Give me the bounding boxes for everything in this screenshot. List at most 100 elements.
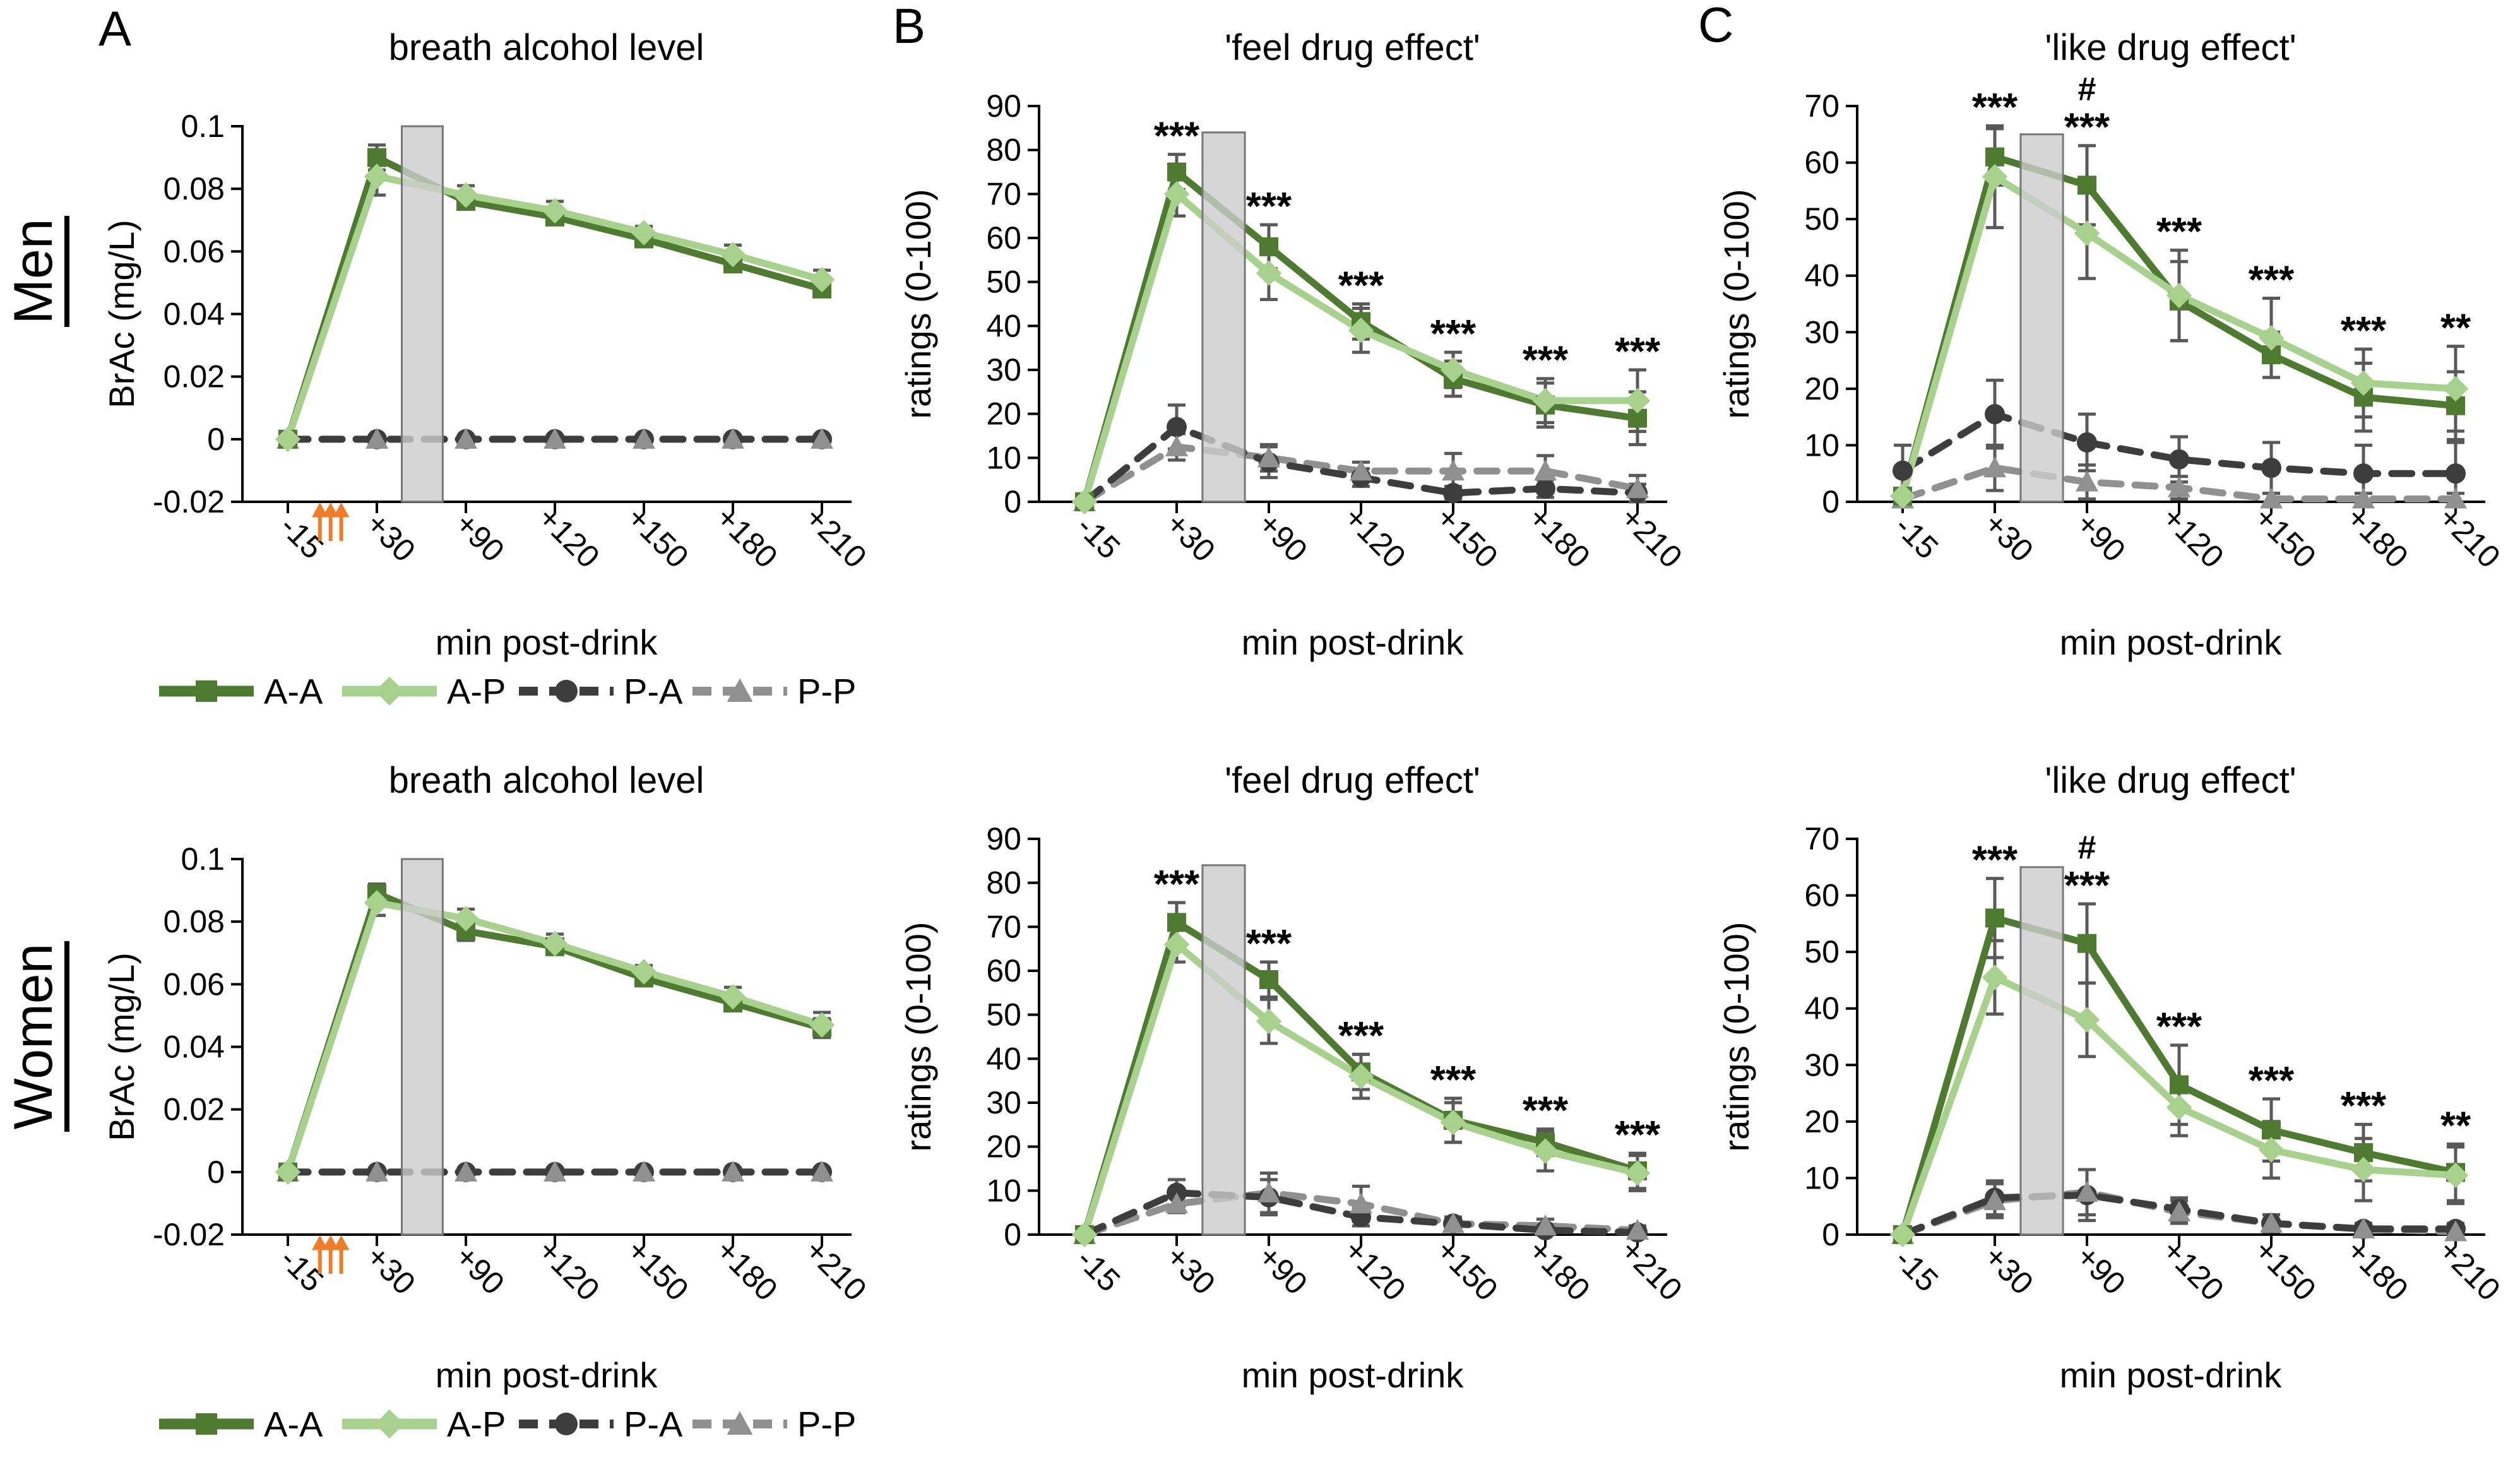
y-tick-label: 30 <box>986 1085 1021 1120</box>
y-tick-label: 0.02 <box>163 1092 225 1127</box>
x-tick-label: +180 <box>2339 499 2415 574</box>
sig-stars: *** <box>1972 838 2018 882</box>
y-tick-label: 0.1 <box>181 841 225 877</box>
series-markers-A-P <box>1071 181 1651 515</box>
marker-P-P <box>2168 476 2190 497</box>
marker-P-A <box>2446 463 2466 484</box>
series-markers-A-P <box>1889 163 2469 509</box>
panel-letter-b: B <box>893 0 926 54</box>
marker-P-A <box>1167 417 1187 437</box>
y-tick-label: -0.02 <box>153 484 225 519</box>
x-tick-label: -15 <box>1888 509 1946 566</box>
marker-A-P <box>1982 163 2008 190</box>
marker-A-P <box>631 959 657 985</box>
dosing-shade-region <box>400 858 444 1236</box>
sig-stars: ** <box>2440 1104 2471 1148</box>
marker-A-P <box>1532 388 1559 414</box>
marker-P-P <box>811 1160 833 1182</box>
chart-title: 'feel drug effect' <box>1225 760 1480 801</box>
y-tick-label: 90 <box>986 88 1021 124</box>
y-tick-label: 0 <box>207 1154 225 1190</box>
series-markers-A-P <box>1889 964 2469 1248</box>
legend-item-P-A: P-A <box>519 1404 683 1444</box>
significance-marks: ******#*********** <box>1972 829 2471 1148</box>
dose-arrow-head <box>311 502 328 518</box>
y-tick-label: 0 <box>1004 484 1021 519</box>
x-tick-label: +90 <box>448 506 511 569</box>
chart-men-breath-alcohol: breath alcohol level BrAc (mg/L) min post-… <box>71 0 874 732</box>
axes <box>1846 105 2485 513</box>
legend-item-A-A: A-A <box>159 1404 323 1444</box>
error-bars <box>1894 877 2464 1239</box>
marker-A-A <box>1985 908 2004 928</box>
error-bars <box>279 143 831 444</box>
x-tick-label: -15 <box>1070 1242 1127 1299</box>
y-tick-label: 50 <box>1804 201 1839 237</box>
sig-stars: *** <box>2156 210 2202 254</box>
legend-label-P-A: P-A <box>624 672 683 711</box>
panel-letter-a: A <box>98 1 132 56</box>
y-tick-label: 0.04 <box>163 1029 225 1065</box>
x-tick-label: +90 <box>448 1238 511 1302</box>
x-axis-label: min post-drink <box>2060 622 2283 662</box>
dose-arrow-head <box>333 1235 350 1250</box>
series-markers-A-P <box>275 163 835 453</box>
sig-stars: *** <box>1615 1113 1661 1157</box>
y-tick-label: 0 <box>207 422 225 457</box>
marker-A-A <box>1985 147 2004 167</box>
marker-A-P <box>275 426 301 453</box>
marker-P-P <box>1534 1214 1557 1236</box>
sig-hash: # <box>2078 829 2096 866</box>
marker-P-P <box>455 1160 477 1182</box>
y-axis-label: BrAc (mg/L) <box>102 952 141 1141</box>
chart-svg-men-breath-alcohol: breath alcohol level BrAc (mg/L) min post-… <box>102 27 874 711</box>
dose-arrow-head <box>311 1235 328 1250</box>
x-tick-label: +210 <box>1614 1232 1688 1307</box>
chart-men-feel-drug-effect: 'feel drug effect' ratings (0-100) min pos… <box>886 0 1689 732</box>
marker-A-P <box>1348 317 1374 343</box>
marker-P-P <box>2076 470 2098 492</box>
sig-stars: *** <box>1615 330 1661 374</box>
x-tick-label: +210 <box>1614 499 1688 574</box>
chart-title: breath alcohol level <box>389 27 704 68</box>
legend-item-A-P: A-P <box>342 672 506 711</box>
marker-P-P <box>1534 460 1557 481</box>
x-tick-label: +90 <box>2069 506 2132 569</box>
y-tick-label: 0.02 <box>163 359 225 394</box>
marker-A-A <box>2077 934 2096 953</box>
marker-A-P <box>1071 489 1098 515</box>
legend-item-A-A: A-A <box>159 672 323 711</box>
x-axis-label: min post-drink <box>2060 1355 2283 1395</box>
y-tick-label: 90 <box>986 821 1021 857</box>
y-tick-label: 70 <box>986 176 1021 211</box>
sig-stars: *** <box>2064 105 2110 149</box>
x-tick-label: +180 <box>709 1232 784 1307</box>
y-tick-label: 70 <box>1804 821 1839 857</box>
row-label-men: Men <box>3 164 69 379</box>
marker-A-P <box>2074 220 2100 246</box>
marker-A-P <box>2442 376 2469 402</box>
x-tick-label: +30 <box>1977 1238 2040 1302</box>
x-axis-label: min post-drink <box>436 1355 658 1395</box>
marker-A-P <box>2258 324 2285 351</box>
y-tick-label: 80 <box>986 133 1021 168</box>
y-tick-label: 40 <box>986 1041 1021 1076</box>
marker-P-A <box>1985 404 2005 425</box>
sig-stars: *** <box>1154 863 1200 906</box>
marker-A-P <box>364 890 390 916</box>
x-tick-label: +120 <box>531 499 606 574</box>
marker-P-P <box>633 1160 655 1182</box>
chart-title: 'like drug effect' <box>2045 760 2296 801</box>
series-markers-P-A <box>1893 404 2466 484</box>
sig-stars: *** <box>1246 185 1292 228</box>
marker-A-P <box>631 220 657 246</box>
marker-P-P <box>2260 487 2283 509</box>
marker-P-P <box>1983 456 2006 478</box>
x-tick-label: +150 <box>1429 1232 1504 1307</box>
x-tick-label: +30 <box>1159 1238 1222 1302</box>
marker-P-P <box>366 427 388 449</box>
y-tick-label: 60 <box>1804 878 1839 913</box>
sig-hash: # <box>2078 71 2096 107</box>
dose-arrows <box>311 1235 350 1274</box>
